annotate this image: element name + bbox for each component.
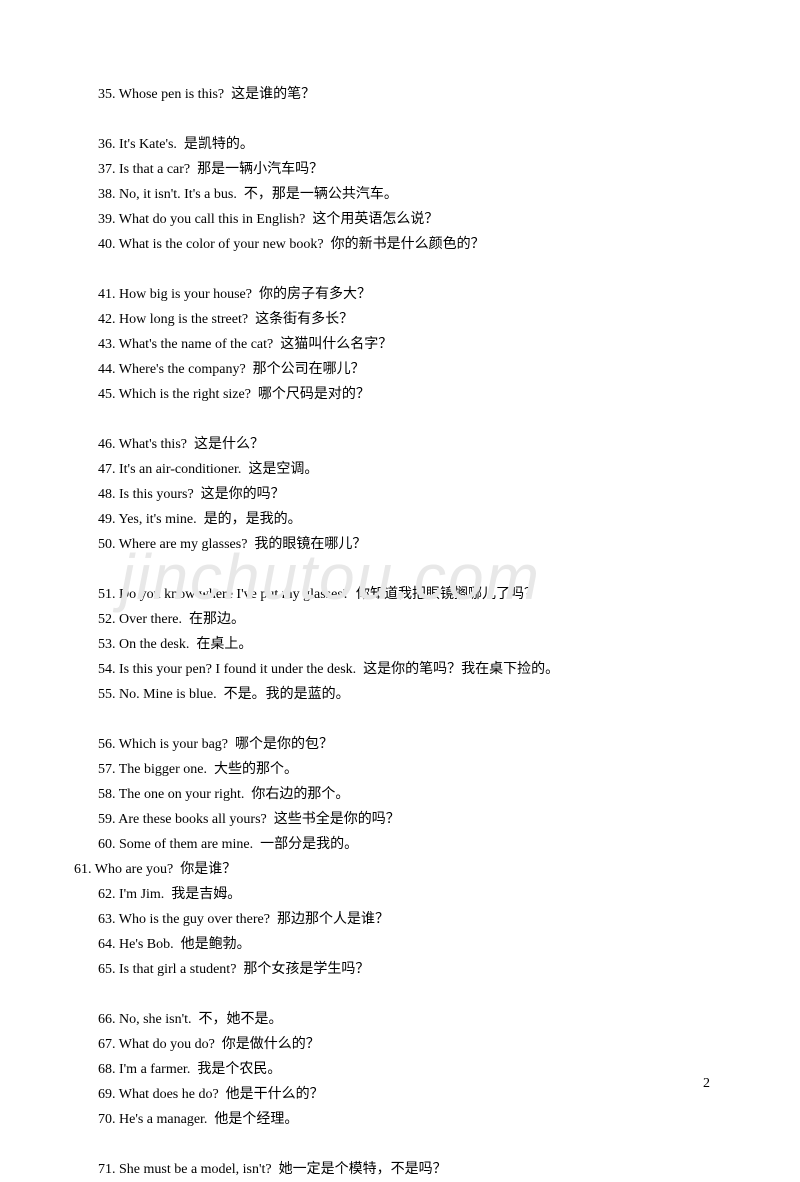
text-line: 59. Are these books all yours? 这些书全是你的吗？ bbox=[74, 807, 710, 832]
text-line: 44. Where's the company? 那个公司在哪儿？ bbox=[74, 357, 710, 382]
text-line: 55. No. Mine is blue. 不是。我的是蓝的。 bbox=[74, 682, 710, 707]
text-line: 42. How long is the street? 这条街有多长？ bbox=[74, 307, 710, 332]
text-line: 62. I'm Jim. 我是吉姆。 bbox=[74, 882, 710, 907]
text-line: 67. What do you do? 你是做什么的？ bbox=[74, 1032, 710, 1057]
text-line: 58. The one on your right. 你右边的那个。 bbox=[74, 782, 710, 807]
text-line: 60. Some of them are mine. 一部分是我的。 bbox=[74, 832, 710, 857]
paragraph-spacer bbox=[74, 707, 710, 732]
text-line: 45. Which is the right size? 哪个尺码是对的？ bbox=[74, 382, 710, 407]
text-line: 43. What's the name of the cat? 这猫叫什么名字？ bbox=[74, 332, 710, 357]
text-line: 49. Yes, it's mine. 是的，是我的。 bbox=[74, 507, 710, 532]
text-line: 37. Is that a car? 那是一辆小汽车吗？ bbox=[74, 157, 710, 182]
text-line: 65. Is that girl a student? 那个女孩是学生吗？ bbox=[74, 957, 710, 982]
paragraph-spacer bbox=[74, 1132, 710, 1157]
text-line: 69. What does he do? 他是干什么的？ bbox=[74, 1082, 710, 1107]
text-line: 56. Which is your bag? 哪个是你的包？ bbox=[74, 732, 710, 757]
text-line: 54. Is this your pen? I found it under t… bbox=[74, 657, 710, 682]
text-line: 53. On the desk. 在桌上。 bbox=[74, 632, 710, 657]
text-line: 57. The bigger one. 大些的那个。 bbox=[74, 757, 710, 782]
text-line: 35. Whose pen is this? 这是谁的笔？ bbox=[74, 82, 710, 107]
text-line: 36. It's Kate's. 是凯特的。 bbox=[74, 132, 710, 157]
text-line: 39. What do you call this in English? 这个… bbox=[74, 207, 710, 232]
text-line: 68. I'm a farmer. 我是个农民。 bbox=[74, 1057, 710, 1082]
text-line: 63. Who is the guy over there? 那边那个人是谁？ bbox=[74, 907, 710, 932]
document-content: 35. Whose pen is this? 这是谁的笔？ 36. It's Ka… bbox=[74, 82, 710, 1182]
text-line: 70. He's a manager. 他是个经理。 bbox=[74, 1107, 710, 1132]
text-line: 61. Who are you? 你是谁？ bbox=[74, 857, 710, 882]
text-line: 40. What is the color of your new book? … bbox=[74, 232, 710, 257]
text-line: 64. He's Bob. 他是鲍勃。 bbox=[74, 932, 710, 957]
paragraph-spacer bbox=[74, 107, 710, 132]
text-line: 46. What's this? 这是什么？ bbox=[74, 432, 710, 457]
paragraph-spacer bbox=[74, 257, 710, 282]
paragraph-spacer bbox=[74, 982, 710, 1007]
text-line: 41. How big is your house? 你的房子有多大？ bbox=[74, 282, 710, 307]
text-line: 47. It's an air-conditioner. 这是空调。 bbox=[74, 457, 710, 482]
text-line: 38. No, it isn't. It's a bus. 不，那是一辆公共汽车… bbox=[74, 182, 710, 207]
text-line: 71. She must be a model, isn't? 她一定是个模特，… bbox=[74, 1157, 710, 1182]
text-line: 48. Is this yours? 这是你的吗？ bbox=[74, 482, 710, 507]
paragraph-spacer bbox=[74, 407, 710, 432]
watermark-text: jinchutou.com bbox=[120, 540, 541, 614]
page-number: 2 bbox=[703, 1076, 710, 1092]
text-line: 66. No, she isn't. 不，她不是。 bbox=[74, 1007, 710, 1032]
